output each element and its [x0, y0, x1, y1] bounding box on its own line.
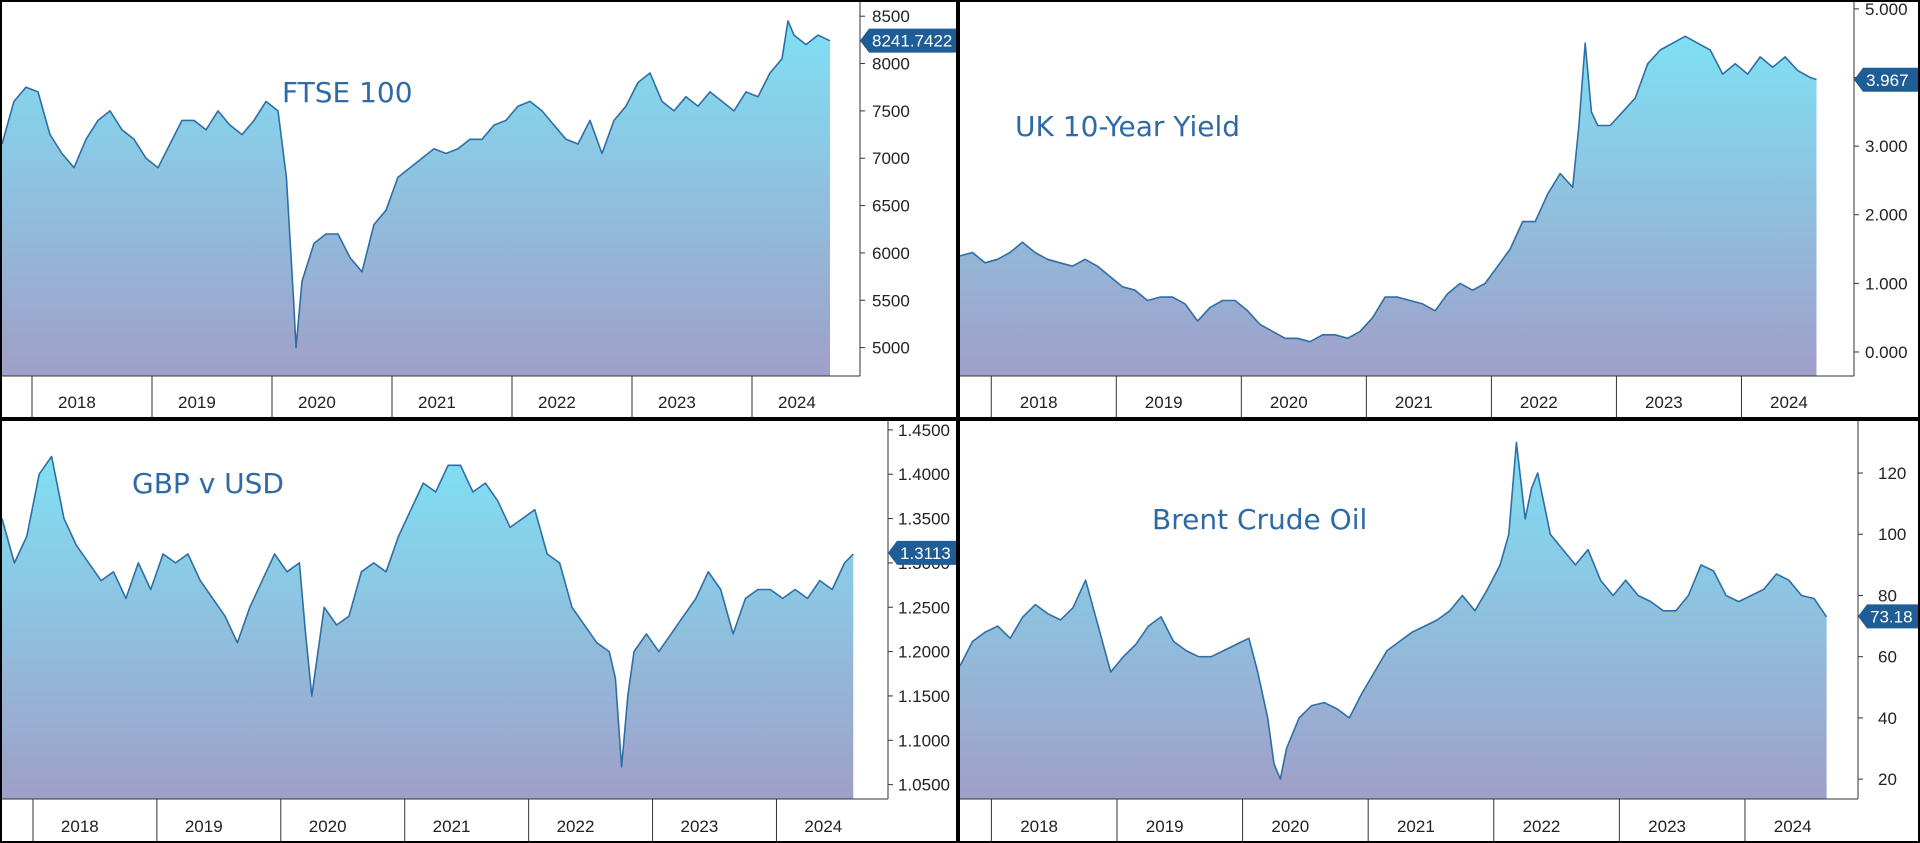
y-tick-label: 2.000: [1865, 206, 1908, 225]
x-tick-label: 2019: [178, 393, 216, 412]
y-tick-label: 7500: [872, 102, 910, 121]
y-tick-label: 60: [1878, 648, 1897, 667]
y-tick-label: 5000: [872, 339, 910, 358]
panel-gbpusd: 1.05001.10001.15001.20001.25001.30001.35…: [2, 421, 956, 841]
y-tick-label: 6000: [872, 244, 910, 263]
y-tick-label: 8500: [872, 7, 910, 26]
last-value-label: 3.967: [1866, 71, 1909, 90]
series-area: [960, 442, 1827, 799]
y-tick-label: 0.000: [1865, 343, 1908, 362]
series-line: [960, 441, 1828, 780]
uk10y-chart: 0.0001.0002.0003.0004.0005.0002018201920…: [960, 2, 1918, 417]
chart-title: GBP v USD: [132, 467, 284, 500]
chart-title: FTSE 100: [282, 76, 413, 109]
x-tick-label: 2023: [1648, 817, 1686, 836]
x-tick-label: 2018: [61, 817, 99, 836]
x-tick-label: 2024: [1770, 393, 1808, 412]
y-tick-label: 1.3500: [898, 510, 950, 529]
x-tick-label: 2023: [1645, 393, 1683, 412]
y-tick-label: 8000: [872, 55, 910, 74]
y-tick-label: 1.000: [1865, 274, 1908, 293]
series-line: [960, 35, 1817, 343]
x-tick-label: 2020: [1271, 817, 1309, 836]
y-tick-label: 20: [1878, 770, 1897, 789]
y-tick-label: 1.0500: [898, 776, 950, 795]
y-tick-label: 5.000: [1865, 2, 1908, 19]
chart-title: UK 10-Year Yield: [1015, 110, 1240, 143]
x-tick-label: 2022: [538, 393, 576, 412]
y-tick-label: 1.2500: [898, 598, 950, 617]
x-tick-label: 2021: [1397, 817, 1435, 836]
panel-ftse: 5000 5500 6000 6500 7000 7500 8000 8500 2018 2019…: [2, 2, 956, 417]
series-line: [2, 455, 854, 768]
y-tick-label: 1.1000: [898, 731, 950, 750]
y-tick-label: 7000: [872, 149, 910, 168]
last-value-badge: [888, 540, 956, 565]
panel-brent: 20 40 60 80 100 120 2018 2019 2020 2021 2022 2023 20…: [960, 421, 1918, 841]
y-tick-label: 1.4000: [898, 465, 950, 484]
y-tick-label: 1.1500: [898, 687, 950, 706]
x-tick-label: 2019: [1146, 817, 1184, 836]
x-tick-label: 2022: [557, 817, 595, 836]
x-tick-label: 2024: [778, 393, 816, 412]
y-tick-label: 6500: [872, 197, 910, 216]
ftse-chart: 5000 5500 6000 6500 7000 7500 8000 8500 2018 2019…: [2, 2, 956, 417]
y-tick-label: 5500: [872, 291, 910, 310]
last-value-badge: [860, 28, 956, 53]
chart-title: Brent Crude Oil: [1152, 503, 1367, 536]
x-tick-label: 2023: [681, 817, 719, 836]
x-tick-label: 2019: [1145, 393, 1183, 412]
x-tick-label: 2020: [298, 393, 336, 412]
last-value-label: 1.3113: [900, 544, 951, 563]
y-tick-label: 1.2000: [898, 643, 950, 662]
y-tick-label: 1.4500: [898, 421, 950, 440]
series-area: [2, 20, 830, 377]
x-tick-label: 2023: [658, 393, 696, 412]
y-tick-label: 80: [1878, 586, 1897, 605]
x-tick-label: 2020: [1270, 393, 1308, 412]
brent-chart: 20 40 60 80 100 120 2018 2019 2020 2021 2022 2023 20…: [960, 421, 1918, 841]
x-tick-label: 2021: [418, 393, 456, 412]
x-tick-label: 2022: [1523, 817, 1561, 836]
series-line: [2, 20, 831, 349]
series-area: [2, 456, 854, 799]
x-tick-label: 2024: [1774, 817, 1812, 836]
last-value-label: 73.18: [1870, 607, 1913, 626]
y-tick-label: 3.000: [1865, 137, 1908, 156]
x-tick-label: 2022: [1520, 393, 1558, 412]
y-tick-label: 120: [1878, 464, 1906, 483]
x-tick-label: 2021: [433, 817, 471, 836]
x-tick-label: 2018: [1020, 393, 1058, 412]
panel-uk10y: 0.0001.0002.0003.0004.0005.0002018201920…: [960, 2, 1918, 417]
y-tick-label: 40: [1878, 709, 1897, 728]
gbpusd-chart: 1.05001.10001.15001.20001.25001.30001.35…: [2, 421, 956, 841]
x-tick-label: 2018: [1020, 817, 1058, 836]
x-tick-label: 2019: [185, 817, 223, 836]
x-tick-label: 2024: [804, 817, 842, 836]
last-value-badge: [1858, 604, 1918, 629]
x-tick-label: 2021: [1395, 393, 1433, 412]
series-area: [960, 36, 1817, 377]
last-value-badge: [1854, 67, 1918, 92]
x-tick-label: 2018: [58, 393, 96, 412]
y-tick-label: 100: [1878, 525, 1906, 544]
last-value-label: 8241.7422: [872, 32, 952, 51]
x-tick-label: 2020: [309, 817, 347, 836]
